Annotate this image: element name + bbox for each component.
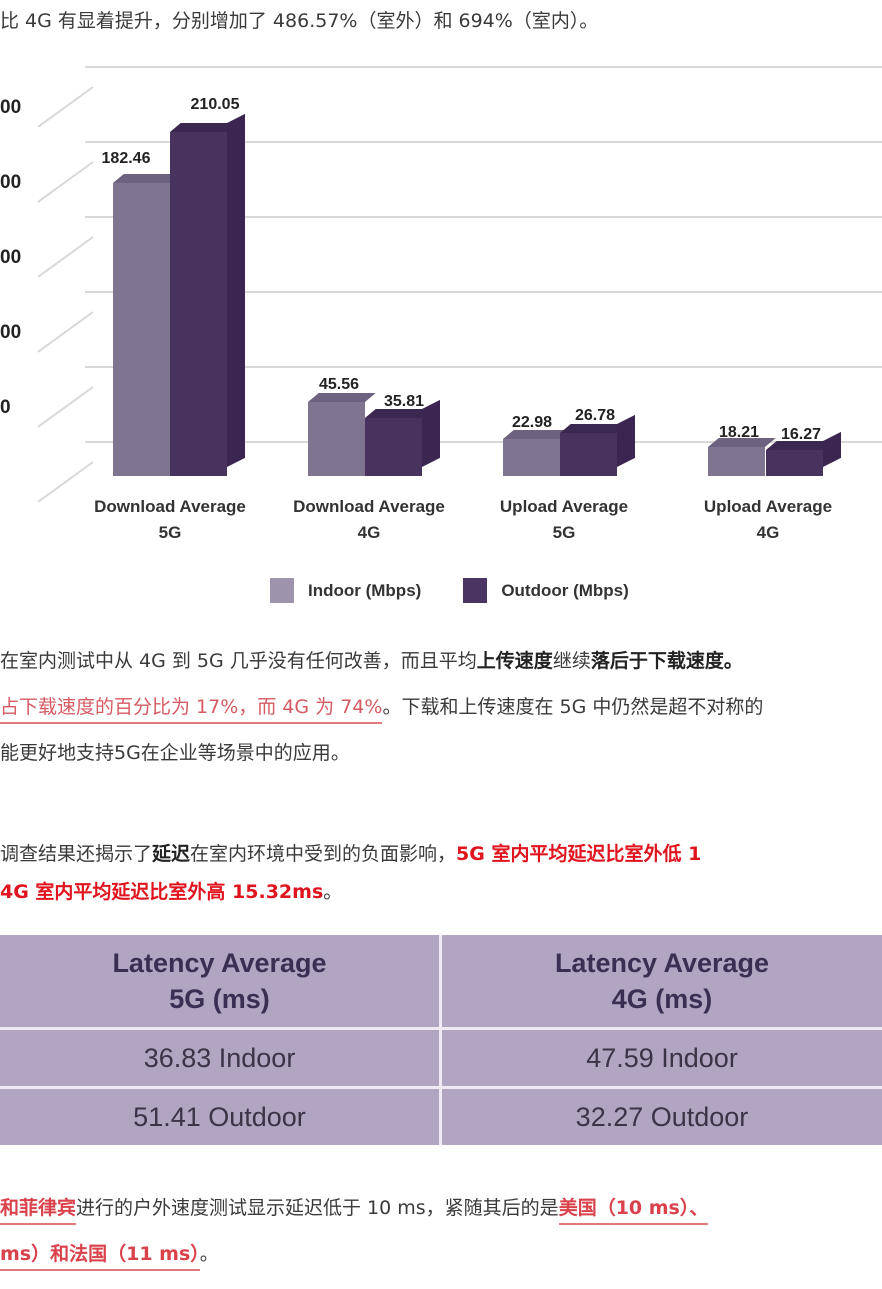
category-label: Download Average 4G bbox=[293, 497, 445, 542]
bar-indoor-upload-5g bbox=[503, 430, 571, 476]
table-row: 51.41 Outdoor 32.27 Outdoor bbox=[0, 1086, 882, 1145]
y-tick-label: 00 bbox=[0, 247, 22, 268]
gridline bbox=[85, 441, 882, 443]
table-header-5g: Latency Average 5G (ms) bbox=[0, 935, 442, 1030]
paragraph-upload-speed-line3: 能更好地支持5G在企业等场景中的应用。 bbox=[0, 742, 350, 764]
paragraph-countries-line1: 和菲律宾进行的户外速度测试显示延迟低于 10 ms，紧随其后的是美国（10 ms… bbox=[0, 1196, 709, 1225]
bar-value-label: 16.27 bbox=[780, 426, 822, 443]
bar-value-label: 35.81 bbox=[383, 393, 425, 410]
y-tick-label: 0 bbox=[0, 397, 11, 418]
paragraph-latency-line1: 调查结果还揭示了延迟在室内环境中受到的负面影响，5G 室内平均延迟比室外低 1 bbox=[0, 843, 702, 865]
table-header-4g: Latency Average 4G (ms) bbox=[439, 935, 882, 1030]
legend-label-outdoor: Outdoor (Mbps) bbox=[501, 580, 629, 600]
gridline-diagonal bbox=[37, 311, 94, 353]
gridline-diagonal bbox=[37, 86, 94, 128]
bar-value-label: 18.21 bbox=[718, 424, 760, 441]
legend-swatch-indoor bbox=[270, 578, 294, 603]
y-tick-label: 00 bbox=[0, 322, 22, 343]
legend-label-indoor: Indoor (Mbps) bbox=[308, 580, 422, 600]
chart-legend: Indoor (Mbps) Outdoor (Mbps) bbox=[270, 578, 671, 603]
gridline bbox=[85, 141, 882, 143]
table-cell: 47.59 Indoor bbox=[439, 1027, 882, 1089]
gridline-diagonal bbox=[37, 236, 94, 278]
category-label: Upload Average 5G bbox=[499, 497, 629, 542]
table-cell: 32.27 Outdoor bbox=[439, 1086, 882, 1145]
category-label: Download Average 5G bbox=[94, 497, 246, 542]
bar-outdoor-download-4g bbox=[365, 399, 440, 476]
paragraph-latency-line2: 4G 室内平均延迟比室外高 15.32ms。 bbox=[0, 881, 343, 903]
bar-value-label: 45.56 bbox=[318, 376, 360, 393]
bar-outdoor-upload-4g bbox=[766, 431, 841, 476]
paragraph-upload-speed-line1: 在室内测试中从 4G 到 5G 几乎没有任何改善，而且平均上传速度继续落后于下载… bbox=[0, 650, 743, 672]
paragraph-upload-speed-line2: 占下载速度的百分比为 17%，而 4G 为 74%。下载和上传速度在 5G 中仍… bbox=[0, 695, 763, 724]
gridline bbox=[85, 291, 882, 293]
country-link-france[interactable]: ms）和法国（11 ms） bbox=[0, 1243, 200, 1271]
table-header-row: Latency Average 5G (ms) Latency Average … bbox=[0, 935, 882, 1030]
bar-outdoor-upload-5g bbox=[560, 414, 635, 476]
legend-swatch-outdoor bbox=[463, 578, 488, 603]
upload-ratio-link[interactable]: 占下载速度的百分比为 17%，而 4G 为 74% bbox=[0, 696, 383, 724]
speed-bar-chart: 00 00 00 00 0 182.46 210.05 45.56 35.81 … bbox=[0, 50, 882, 620]
table-row: 36.83 Indoor 47.59 Indoor bbox=[0, 1027, 882, 1089]
bar-indoor-upload-4g bbox=[708, 438, 776, 476]
paragraph-countries-line2: ms）和法国（11 ms）。 bbox=[0, 1242, 219, 1271]
table-cell: 51.41 Outdoor bbox=[0, 1086, 442, 1145]
latency-table: Latency Average 5G (ms) Latency Average … bbox=[0, 935, 882, 1145]
bar-indoor-download-5g bbox=[113, 174, 181, 476]
category-label: Upload Average 4G bbox=[703, 497, 833, 542]
y-tick-label: 00 bbox=[0, 172, 22, 193]
gridline bbox=[85, 216, 882, 218]
gridline bbox=[85, 66, 882, 68]
bar-value-label: 26.78 bbox=[574, 407, 616, 424]
country-link[interactable]: 和菲律宾 bbox=[0, 1197, 77, 1225]
intro-text: 比 4G 有显着提升，分别增加了 486.57%（室外）和 694%（室内）。 bbox=[0, 10, 599, 32]
gridline bbox=[85, 366, 882, 368]
table-cell: 36.83 Indoor bbox=[0, 1027, 442, 1089]
y-tick-label: 00 bbox=[0, 97, 22, 118]
bar-outdoor-download-5g bbox=[170, 113, 245, 476]
bar-value-label: 22.98 bbox=[511, 414, 553, 431]
bar-indoor-download-4g bbox=[308, 393, 376, 476]
bar-value-label: 182.46 bbox=[101, 150, 151, 167]
country-link-usa[interactable]: 美国（10 ms）、 bbox=[558, 1197, 709, 1225]
gridline-diagonal bbox=[37, 386, 94, 428]
bar-value-label: 210.05 bbox=[190, 96, 240, 113]
